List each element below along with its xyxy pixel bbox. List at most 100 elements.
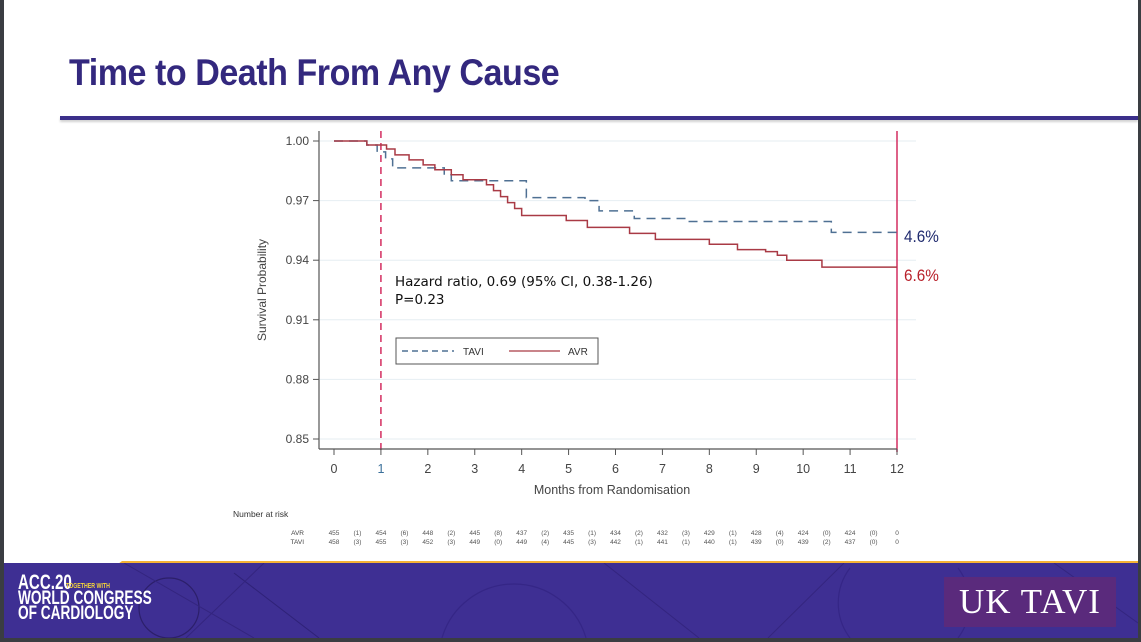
x-tick-label: 11 — [844, 462, 857, 476]
x-tick-label: 10 — [796, 462, 810, 476]
x-tick-label: 2 — [424, 462, 431, 476]
x-tick-label: 9 — [753, 462, 760, 476]
x-tick-label: 4 — [518, 462, 525, 476]
acc-logo-line1: ACC.20 — [18, 571, 72, 594]
p-value-text: P=0.23 — [395, 292, 445, 308]
x-tick-label: 5 — [565, 462, 572, 476]
uk-tavi-logo: UK TAVI — [944, 577, 1116, 627]
risk-events: (3) — [588, 539, 596, 546]
risk-row-label: TAVI — [291, 539, 305, 546]
risk-count: 424 — [798, 530, 809, 537]
x-tick-label: 6 — [612, 462, 619, 476]
legend-box — [395, 337, 599, 365]
legend: TAVI AVR — [395, 337, 599, 365]
risk-count: 424 — [845, 530, 856, 537]
x-tick-label: 12 — [890, 462, 904, 476]
legend-tavi-label: TAVI — [463, 347, 484, 358]
risk-events: (2) — [823, 539, 831, 546]
risk-events: (0) — [870, 530, 878, 537]
risk-events: (0) — [823, 530, 831, 537]
series-layer — [334, 140, 897, 268]
y-tick-label: 0.94 — [286, 253, 310, 267]
risk-count: 434 — [610, 530, 621, 537]
risk-count: 428 — [751, 530, 762, 537]
window-bottom-edge — [0, 638, 1141, 642]
axes — [318, 131, 897, 450]
risk-count: 455 — [329, 530, 340, 537]
risk-count: 435 — [563, 530, 574, 537]
risk-count: 437 — [845, 539, 856, 546]
risk-count: 441 — [657, 539, 668, 546]
risk-events: (8) — [494, 530, 502, 537]
y-ticks: 1.00 0.97 0.94 0.91 0.88 0.85 — [286, 134, 319, 446]
risk-events: (1) — [635, 539, 643, 546]
x-tick-label: 0 — [331, 462, 338, 476]
risk-events: (3) — [354, 539, 362, 546]
risk-events: (1) — [729, 539, 737, 546]
risk-events: (1) — [354, 530, 362, 537]
reference-lines — [380, 131, 898, 452]
risk-count: 0 — [895, 530, 899, 537]
risk-count: 449 — [469, 539, 480, 546]
x-tick-label: 8 — [706, 462, 713, 476]
y-tick-label: 0.91 — [286, 313, 310, 327]
x-tick-label: 1 — [377, 462, 384, 476]
risk-events: (3) — [400, 539, 408, 546]
risk-count: 458 — [329, 539, 340, 546]
avr-end-label: 6.6% — [904, 266, 939, 285]
risk-count: 445 — [469, 530, 480, 537]
gridlines — [320, 140, 916, 440]
risk-events: (2) — [635, 530, 643, 537]
risk-count: 445 — [563, 539, 574, 546]
y-axis-label: Survival Probability — [255, 239, 269, 341]
risk-events: (3) — [682, 530, 690, 537]
risk-count: 452 — [422, 539, 433, 546]
y-tick-label: 0.97 — [286, 194, 310, 208]
hazard-ratio-text: Hazard ratio, 0.69 (95% CI, 0.38-1.26) — [395, 274, 653, 290]
risk-count: 449 — [516, 539, 527, 546]
risk-count: 437 — [516, 530, 527, 537]
x-ticks: 0 1 2 3 4 5 6 7 8 9 10 11 12 — [331, 449, 904, 476]
risk-events: (6) — [400, 530, 408, 537]
risk-events: (1) — [588, 530, 596, 537]
risk-count: 432 — [657, 530, 668, 537]
slide-title: Time to Death From Any Cause — [69, 52, 560, 93]
risk-events: (1) — [729, 530, 737, 537]
risk-events: (0) — [776, 539, 784, 546]
series-avr-curve — [334, 140, 897, 268]
footer-banner: ACC.20 TOGETHER WITH WORLD CONGRESS OF C… — [4, 553, 1138, 638]
x-tick-label: 3 — [471, 462, 478, 476]
y-tick-label: 0.88 — [286, 372, 310, 386]
risk-count: 0 — [895, 539, 899, 546]
risk-count: 440 — [704, 539, 715, 546]
title-underline — [60, 116, 1138, 120]
risk-count: 429 — [704, 530, 715, 537]
risk-row-label: AVR — [291, 530, 304, 537]
series-tavi-curve — [334, 140, 897, 234]
risk-events: (4) — [776, 530, 784, 537]
risk-count: 454 — [375, 530, 386, 537]
risk-events: (0) — [494, 539, 502, 546]
number-at-risk-title: Number at risk — [233, 509, 289, 519]
risk-events: (2) — [541, 530, 549, 537]
risk-count: 448 — [422, 530, 433, 537]
risk-count: 439 — [798, 539, 809, 546]
risk-events: (4) — [541, 539, 549, 546]
risk-events: (0) — [870, 539, 878, 546]
acc-logo-line2: WORLD CONGRESS — [18, 588, 152, 609]
risk-count: 442 — [610, 539, 621, 546]
slide: Time to Death From Any Cause 1.00 0.97 0.9… — [4, 0, 1138, 638]
y-tick-label: 0.85 — [286, 432, 310, 446]
x-tick-label: 7 — [659, 462, 666, 476]
footer-band: ACC.20 TOGETHER WITH WORLD CONGRESS OF C… — [4, 563, 1138, 638]
km-chart: 1.000.970.940.910.880.85 0 1 2 3 4 5 6 7 8 9 10 11 1… — [233, 131, 939, 546]
risk-count: 455 — [375, 539, 386, 546]
acc-logo-together: TOGETHER WITH — [66, 583, 110, 590]
risk-events: (3) — [447, 539, 455, 546]
risk-events: (1) — [682, 539, 690, 546]
x-axis-label: Months from Randomisation — [534, 483, 690, 497]
risk-count: 439 — [751, 539, 762, 546]
acc-logo-line3: OF CARDIOLOGY — [18, 603, 134, 624]
number-at-risk-table: AVR 455 (1) 454 (6) 448 (2) 445 (8) 437 (2) 435 (1) 4… — [291, 530, 900, 546]
legend-avr-label: AVR — [568, 347, 588, 358]
